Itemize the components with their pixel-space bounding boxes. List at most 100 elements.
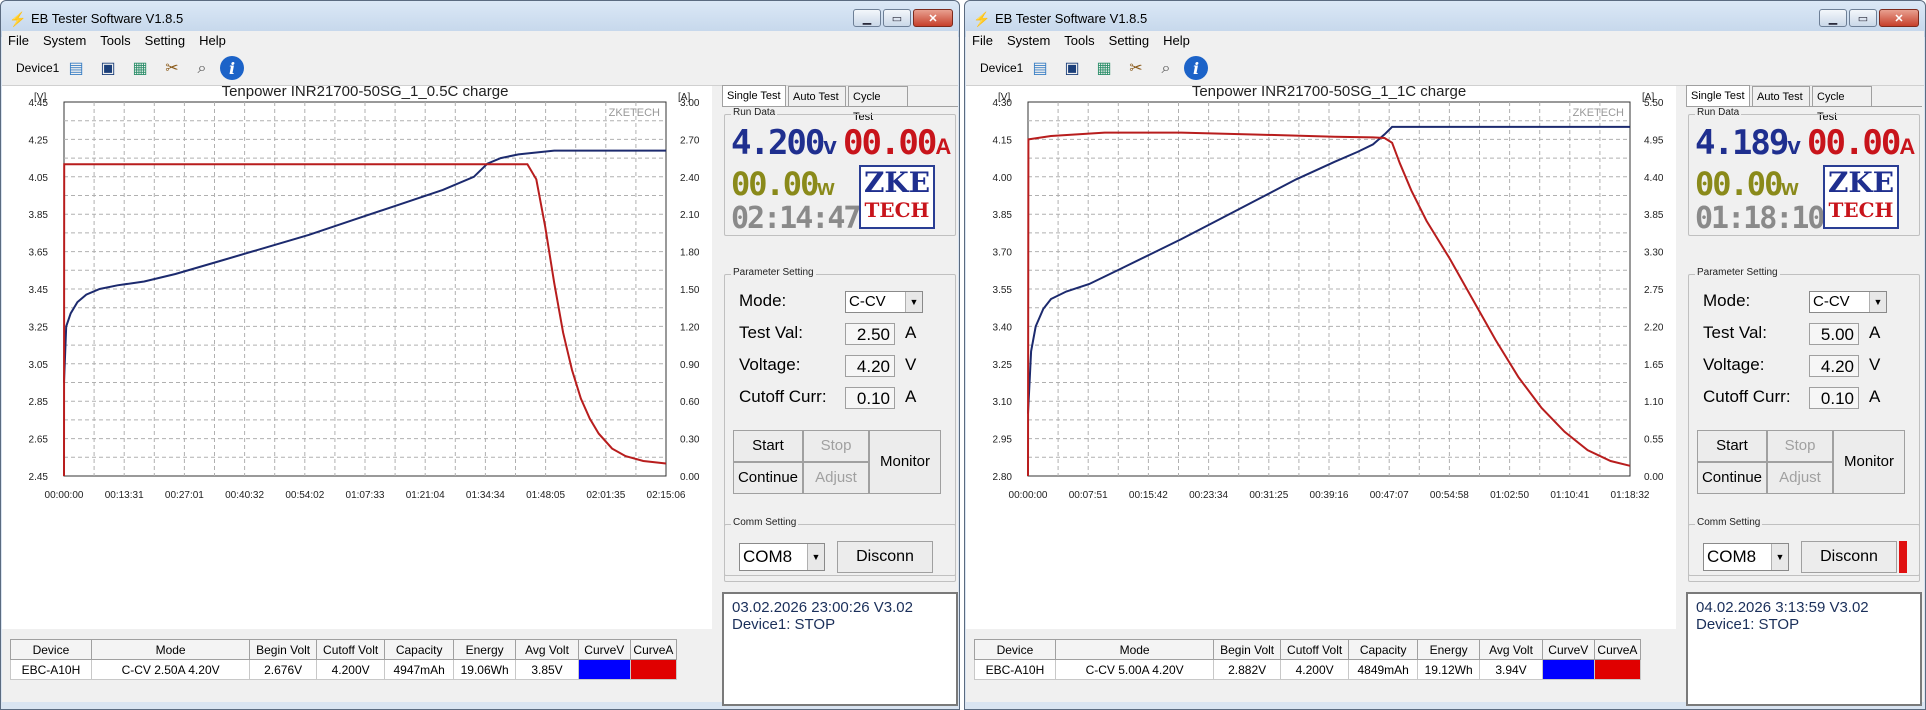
chevron-down-icon[interactable]: ▼ (905, 292, 922, 312)
monitor-button[interactable]: Monitor (869, 430, 941, 494)
cutoff-curr-input[interactable]: 0.10 (845, 387, 895, 409)
voltage-input[interactable]: 4.20 (1809, 355, 1859, 377)
tab-cycle-test[interactable]: Cycle Test (1812, 86, 1872, 123)
save-disk-icon[interactable]: ▣ (1064, 60, 1080, 77)
voltage-label: Voltage: (1703, 355, 1765, 374)
chevron-down-icon[interactable]: ▼ (1771, 544, 1788, 570)
minimize-button[interactable]: ▁ (853, 9, 881, 27)
test-val-input[interactable]: 2.50 (845, 323, 895, 345)
comm-setting-legend: Comm Setting (731, 517, 799, 528)
chart-image-icon[interactable]: ▦ (1096, 60, 1112, 77)
close-button[interactable]: ✕ (913, 9, 953, 27)
cell-mode: C-CV 2.50A 4.20V (90, 659, 251, 680)
y-left-tick-label: 3.70 (993, 248, 1013, 259)
magnifier-icon[interactable]: ⌕ (197, 60, 207, 77)
y-left-tick-label: 4.00 (993, 173, 1013, 184)
tools-icon[interactable]: ✂ (1129, 60, 1143, 77)
col-begin-volt: Begin Volt (249, 639, 317, 660)
chevron-down-icon[interactable]: ▼ (807, 544, 824, 570)
tab-single-test[interactable]: Single Test (1686, 85, 1750, 106)
test-val-label: Test Val: (739, 323, 803, 342)
col-cutoff-volt: Cutoff Volt (315, 639, 386, 660)
disconnect-button[interactable]: Disconn (1801, 541, 1897, 573)
cell-avg-volt: 3.94V (1479, 659, 1543, 680)
com-port-select[interactable]: COM8 ▼ (1703, 543, 1789, 571)
mode-select[interactable]: C-CV ▼ (1809, 291, 1887, 313)
menu-system[interactable]: System (1006, 33, 1051, 48)
start-button[interactable]: Start (733, 430, 803, 462)
cell-capacity: 4947mAh (384, 659, 454, 680)
chevron-down-icon[interactable]: ▼ (1869, 292, 1886, 312)
info-icon[interactable]: i (220, 56, 244, 80)
maximize-button[interactable]: ▭ (1849, 9, 1877, 27)
monitor-button[interactable]: Monitor (1833, 430, 1905, 494)
curve-v-swatch[interactable] (1541, 659, 1595, 680)
chart-image-icon[interactable]: ▦ (132, 60, 148, 77)
x-tick-label: 01:10:41 (1550, 490, 1589, 501)
tab-single-test[interactable]: Single Test (722, 85, 786, 106)
app-battery-icon: ⚡ (973, 11, 991, 27)
info-icon[interactable]: i (1184, 56, 1208, 80)
y-left-tick-label: 4.25 (29, 135, 49, 146)
menu-tools[interactable]: Tools (100, 33, 131, 48)
maximize-button[interactable]: ▭ (883, 9, 911, 27)
adjust-button[interactable]: Adjust (1767, 462, 1833, 494)
menu-help[interactable]: Help (1163, 33, 1190, 48)
current-value: 00.00 (1807, 123, 1901, 163)
y-left-tick-label: 2.80 (993, 472, 1013, 483)
close-button[interactable]: ✕ (1879, 9, 1919, 27)
com-port-select[interactable]: COM8 ▼ (739, 543, 825, 571)
test-val-input[interactable]: 5.00 (1809, 323, 1859, 345)
curve-a-swatch[interactable] (1593, 659, 1642, 680)
open-folder-icon[interactable]: ▤ (68, 60, 84, 77)
menu-setting[interactable]: Setting (144, 33, 186, 48)
menu-setting[interactable]: Setting (1108, 33, 1150, 48)
menu-system[interactable]: System (42, 33, 87, 48)
continue-button[interactable]: Continue (733, 462, 803, 494)
charge-curve-chart[interactable]: Tenpower INR21700-50SG_1_0.5C charge [V] [… (2, 86, 712, 629)
menu-help[interactable]: Help (199, 33, 226, 48)
tools-icon[interactable]: ✂ (165, 60, 179, 77)
current-series-line (63, 163, 667, 477)
menu-tools[interactable]: Tools (1064, 33, 1095, 48)
disconnect-button[interactable]: Disconn (837, 541, 933, 573)
device-tab[interactable]: Device1 (980, 61, 1024, 75)
col-curve-a: CurveA (629, 639, 678, 660)
cutoff-curr-input[interactable]: 0.10 (1809, 387, 1859, 409)
open-folder-icon[interactable]: ▤ (1032, 60, 1048, 77)
stop-button[interactable]: Stop (803, 430, 869, 462)
x-tick-label: 00:47:07 (1370, 490, 1409, 501)
col-avg-volt: Avg Volt (1479, 639, 1543, 660)
adjust-button[interactable]: Adjust (803, 462, 869, 494)
start-button[interactable]: Start (1697, 430, 1767, 462)
device-tab[interactable]: Device1 (16, 61, 60, 75)
curve-a-swatch[interactable] (629, 659, 678, 680)
menu-file[interactable]: File (8, 33, 29, 48)
table-row[interactable]: EBC-A10H C-CV 2.50A 4.20V 2.676V 4.200V … (10, 659, 678, 680)
parameter-setting-group: Parameter Setting Mode: C-CV ▼ Test Val: … (1688, 267, 1920, 576)
save-disk-icon[interactable]: ▣ (100, 60, 116, 77)
tab-auto-test[interactable]: Auto Test (788, 86, 846, 106)
current-display: 00.00A (1807, 123, 1915, 163)
curve-v-swatch[interactable] (577, 659, 631, 680)
status-timestamp: 04.02.2026 3:13:59 V3.02 (1696, 599, 1869, 616)
mode-select[interactable]: C-CV ▼ (845, 291, 923, 313)
charge-curve-chart[interactable]: Tenpower INR21700-50SG_1_1C charge [V] [A]… (966, 86, 1676, 629)
x-tick-label: 01:18:32 (1611, 490, 1650, 501)
x-tick-label: 01:07:33 (346, 490, 385, 501)
menu-file[interactable]: File (972, 33, 993, 48)
test-val-unit: A (1869, 323, 1881, 342)
table-row[interactable]: EBC-A10H C-CV 5.00A 4.20V 2.882V 4.200V … (974, 659, 1642, 680)
status-device-state: Device1: STOP (732, 616, 836, 633)
y-left-tick-label: 3.40 (993, 322, 1013, 333)
continue-button[interactable]: Continue (1697, 462, 1767, 494)
tab-cycle-test[interactable]: Cycle Test (848, 86, 908, 123)
y-right-tick-label: 0.00 (680, 472, 700, 483)
minimize-button[interactable]: ▁ (1819, 9, 1847, 27)
stop-button[interactable]: Stop (1767, 430, 1833, 462)
voltage-input[interactable]: 4.20 (845, 355, 895, 377)
summary-table: Device Mode Begin Volt Cutoff Volt Capac… (974, 639, 1642, 680)
test-val-unit: A (905, 323, 917, 342)
magnifier-icon[interactable]: ⌕ (1161, 60, 1171, 77)
tab-auto-test[interactable]: Auto Test (1752, 86, 1810, 106)
